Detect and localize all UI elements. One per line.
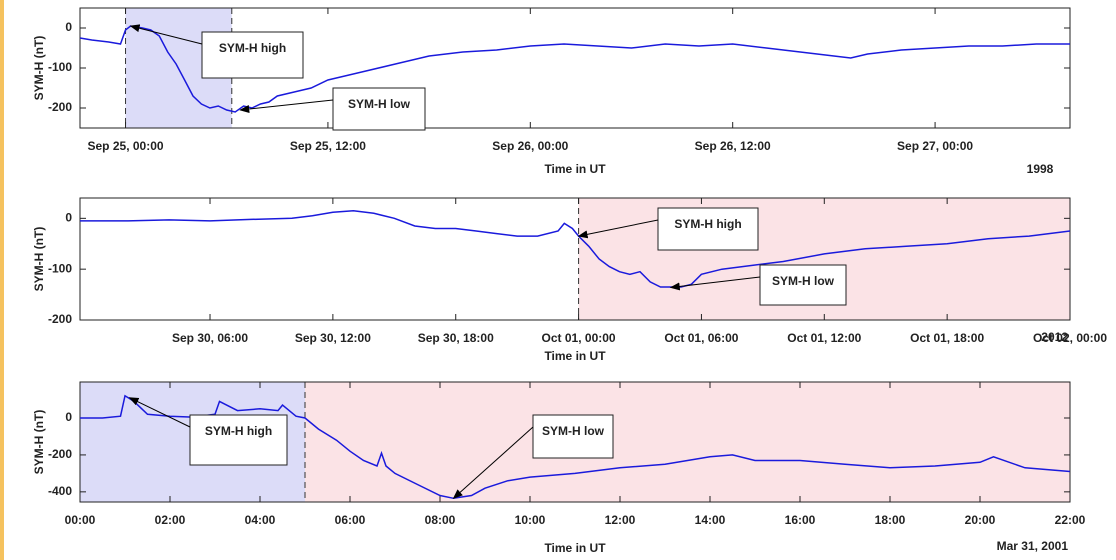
y-axis-label: SYM-H (nT)	[32, 227, 46, 292]
x-tick-label: 04:00	[245, 513, 276, 527]
x-tick-label: Oct 01, 18:00	[910, 331, 984, 345]
x-tick-label: 06:00	[335, 513, 366, 527]
side-strip	[0, 0, 4, 560]
x-tick-label: Sep 26, 12:00	[695, 139, 771, 153]
x-tick-label: 12:00	[605, 513, 636, 527]
y-tick-label: -400	[48, 484, 72, 498]
x-tick-label: 00:00	[65, 513, 96, 527]
x-tick-label: 10:00	[515, 513, 546, 527]
y-axis-label: SYM-H (nT)	[32, 410, 46, 475]
x-tick-label: Sep 30, 18:00	[418, 331, 494, 345]
annotation-box	[532, 414, 614, 459]
x-tick-label: Oct 01, 06:00	[664, 331, 738, 345]
x-tick-label: 02:00	[155, 513, 186, 527]
y-tick-label: 0	[65, 20, 72, 34]
y-tick-label: 0	[65, 410, 72, 424]
y-tick-label: -100	[48, 261, 72, 275]
annotation-arrow	[129, 24, 203, 45]
x-tick-label: Sep 30, 06:00	[172, 331, 248, 345]
y-axis-label: SYM-H (nT)	[32, 36, 46, 101]
date-note: 2012	[1041, 330, 1068, 344]
annotation-arrow	[239, 99, 334, 114]
x-axis-label: Time in UT	[544, 162, 606, 176]
x-tick-label: Sep 27, 00:00	[897, 139, 973, 153]
annotation-text: SYM-H low	[542, 424, 605, 438]
annotation-text: SYM-H low	[348, 97, 411, 111]
annotation-box	[189, 414, 288, 466]
date-note: Mar 31, 2001	[997, 539, 1069, 553]
date-note: 1998	[1027, 162, 1054, 176]
annotation-arrow	[128, 397, 191, 428]
x-tick-label: 20:00	[965, 513, 996, 527]
x-axis-label: Time in UT	[544, 541, 606, 555]
x-tick-label: 14:00	[695, 513, 726, 527]
annotation-arrow	[577, 219, 659, 239]
x-tick-label: 08:00	[425, 513, 456, 527]
y-tick-label: -100	[48, 60, 72, 74]
annotation-text: SYM-H low	[772, 274, 835, 288]
annotation-text: SYM-H high	[674, 217, 741, 231]
x-tick-label: 16:00	[785, 513, 816, 527]
annotation-arrow	[669, 276, 761, 291]
annotation-box	[657, 207, 759, 251]
data-line	[79, 25, 1070, 113]
annotation-arrow	[452, 426, 534, 499]
y-tick-label: -200	[48, 100, 72, 114]
annotation-text: SYM-H high	[219, 41, 286, 55]
annotation-box	[332, 87, 426, 131]
x-tick-label: Oct 01, 00:00	[542, 331, 616, 345]
x-tick-label: Sep 26, 00:00	[492, 139, 568, 153]
y-tick-label: 0	[65, 211, 72, 225]
y-tick-label: -200	[48, 312, 72, 326]
x-tick-label: Oct 02, 00:00	[1033, 331, 1107, 345]
x-axis-label: Time in UT	[544, 349, 606, 363]
plot-frame	[79, 381, 1071, 503]
x-tick-label: Sep 30, 12:00	[295, 331, 371, 345]
annotation-box	[759, 264, 847, 306]
shaded-region	[305, 382, 1070, 502]
x-tick-label: 22:00	[1055, 513, 1086, 527]
annotation-text: SYM-H high	[205, 424, 272, 438]
y-tick-label: -200	[48, 447, 72, 461]
x-tick-label: Oct 01, 12:00	[787, 331, 861, 345]
x-tick-label: Sep 25, 00:00	[88, 139, 164, 153]
x-tick-label: Sep 25, 12:00	[290, 139, 366, 153]
plot-frame	[79, 197, 1071, 321]
x-tick-label: 18:00	[875, 513, 906, 527]
annotation-box	[201, 31, 304, 79]
